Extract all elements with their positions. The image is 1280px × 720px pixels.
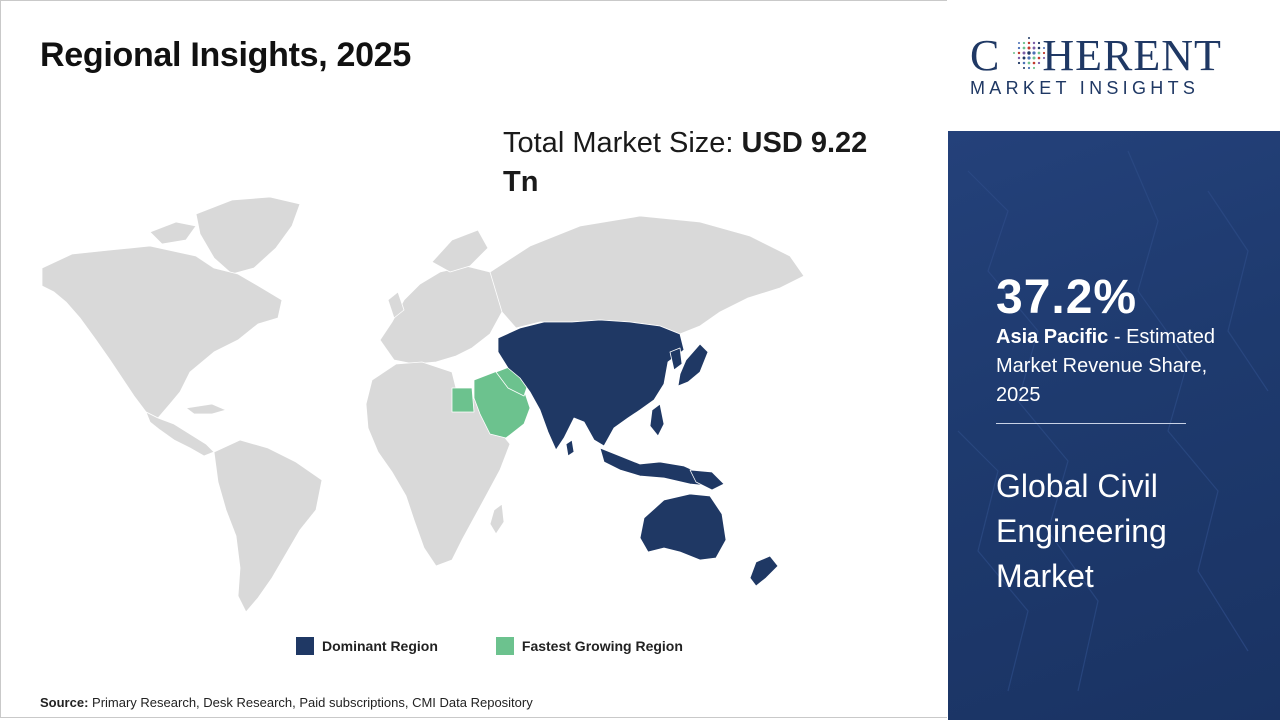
source-text: Primary Research, Desk Research, Paid su… <box>88 695 533 710</box>
logo-wordmark: C HERENT <box>970 30 1222 81</box>
globe-dot <box>1013 52 1015 54</box>
caribbean <box>185 403 227 415</box>
globe-dot <box>1027 61 1031 65</box>
source-label: Source: <box>40 695 89 710</box>
globe-dot <box>1022 46 1026 50</box>
new-zealand <box>749 555 779 587</box>
sri-lanka <box>565 439 575 457</box>
russia <box>489 215 805 335</box>
papua <box>689 469 725 491</box>
central-america <box>145 411 215 457</box>
map-legend: Dominant Region Fastest Growing Region <box>296 637 683 655</box>
share-region: Asia Pacific <box>996 326 1109 348</box>
panel-map-texture <box>957 150 1269 692</box>
globe-dot <box>1042 51 1046 55</box>
dominant-swatch <box>296 637 314 655</box>
globe-dot <box>1027 66 1031 70</box>
globe-dot <box>1037 41 1041 45</box>
globe-dots-icon <box>1013 37 1046 70</box>
globe-dot <box>1027 46 1031 50</box>
globe-dot <box>1037 56 1041 60</box>
globe-dot <box>1017 41 1021 45</box>
europe <box>379 265 507 365</box>
total-market-size: Total Market Size: USD 9.22 Tn <box>503 124 903 202</box>
logo-word-right: HERENT <box>1042 31 1222 80</box>
globe-dot <box>1022 66 1026 70</box>
share-description: Asia Pacific - Estimated Market Revenue … <box>996 323 1246 410</box>
globe-dot <box>1022 56 1026 60</box>
logo-subtitle: MARKET INSIGHTS <box>970 78 1200 98</box>
globe-dot <box>1017 56 1021 60</box>
arctic-islands <box>149 221 197 245</box>
globe-dot <box>1032 51 1036 55</box>
globe-dot <box>1032 61 1036 65</box>
legend-fastest: Fastest Growing Region <box>495 637 683 655</box>
globe-dot <box>1042 56 1046 60</box>
globe-dot <box>1017 61 1021 65</box>
globe-dot <box>1017 51 1021 55</box>
dominant-region-shapes <box>497 319 779 587</box>
share-value: 37.2% <box>996 271 1138 324</box>
scandinavia <box>431 229 489 273</box>
globe-dot <box>1032 41 1036 45</box>
globe-dot <box>1032 66 1036 70</box>
globe-dot <box>1037 61 1041 65</box>
globe-dot <box>1022 61 1026 65</box>
globe-dot <box>1022 41 1026 45</box>
legend-dominant: Dominant Region <box>296 637 438 655</box>
north-america <box>41 245 283 419</box>
uk <box>387 291 405 319</box>
south-america <box>213 439 323 613</box>
globe-dot <box>1027 41 1031 45</box>
market-name: Global Civil Engineering Market <box>996 468 1167 594</box>
total-market-value: USD 9.22 Tn <box>503 127 868 198</box>
page-title: Regional Insights, 2025 <box>40 36 411 74</box>
globe-dot <box>1017 46 1021 50</box>
globe-dot <box>1027 56 1031 60</box>
source-note: Source: Primary Research, Desk Research,… <box>40 695 533 710</box>
globe-dot <box>1032 46 1036 50</box>
side-panel: C HERENT MARKET INSIGHTS 37.2% Asia Pacif… <box>948 0 1280 720</box>
indonesia <box>599 447 711 487</box>
globe-dot <box>1022 51 1026 55</box>
globe-dot <box>1027 51 1031 55</box>
globe-dot <box>1037 46 1041 50</box>
australia <box>639 493 727 561</box>
logo-word-left: C <box>970 31 1001 80</box>
madagascar <box>489 503 505 535</box>
total-market-label: Total Market Size: <box>503 127 742 159</box>
japan <box>677 343 709 387</box>
legend-dominant-label: Dominant Region <box>322 638 438 654</box>
korea <box>669 347 683 371</box>
egypt <box>451 387 475 413</box>
world-map <box>41 196 805 613</box>
content-frame <box>0 0 947 718</box>
company-logo: C HERENT MARKET INSIGHTS <box>948 0 1280 131</box>
africa <box>365 361 511 567</box>
share-desc-text: - Estimated Market Revenue Share, 2025 <box>996 326 1215 406</box>
greenland <box>195 196 301 275</box>
panel-divider <box>996 423 1186 424</box>
globe-dot <box>1032 56 1036 60</box>
highlight-panel: 37.2% Asia Pacific - Estimated Market Re… <box>948 131 1280 720</box>
taiwan-philippines <box>649 403 665 437</box>
globe-dot <box>1042 46 1046 50</box>
globe-dot <box>1028 37 1030 39</box>
legend-fastest-label: Fastest Growing Region <box>521 638 683 654</box>
asia-pacific-mainland <box>497 319 685 451</box>
globe-dot <box>1037 51 1041 55</box>
fastest-swatch <box>495 637 514 655</box>
